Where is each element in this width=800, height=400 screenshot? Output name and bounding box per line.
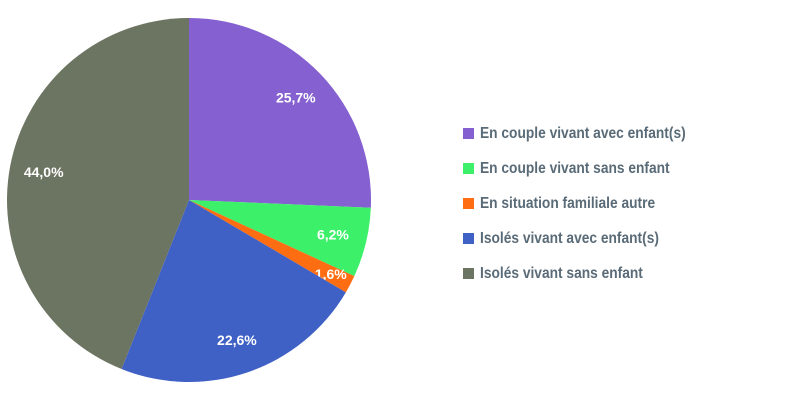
slice-value-label: 1,6%: [315, 266, 347, 282]
chart-legend: En couple vivant avec enfant(s) En couple…: [463, 122, 719, 297]
legend-swatch: [463, 233, 474, 244]
legend-swatch: [463, 198, 474, 209]
pie-slice: [121, 200, 346, 382]
pie-slice: [189, 200, 371, 277]
legend-item: En couple vivant avec enfant(s): [463, 122, 719, 145]
legend-item: En couple vivant sans enfant: [463, 157, 719, 180]
slice-value-label: 25,7%: [276, 90, 316, 106]
pie-slice: [7, 18, 189, 370]
legend-item: Isolés vivant sans enfant: [463, 262, 719, 285]
pie-slice: [189, 18, 372, 208]
legend-item: En situation familiale autre: [463, 192, 719, 215]
legend-label: En couple vivant avec enfant(s): [480, 124, 686, 142]
legend-item: Isolés vivant avec enfant(s): [463, 227, 719, 250]
legend-label: En situation familiale autre: [480, 194, 656, 212]
legend-swatch: [463, 268, 474, 279]
pie-slice: [189, 200, 355, 293]
slice-value-label: 6,2%: [317, 227, 349, 243]
slice-value-label: 44,0%: [24, 164, 64, 180]
legend-label: Isolés vivant avec enfant(s): [480, 229, 659, 247]
slice-value-label: 22,6%: [217, 332, 257, 348]
legend-label: Isolés vivant sans enfant: [480, 264, 643, 282]
legend-swatch: [463, 163, 474, 174]
legend-swatch: [463, 128, 474, 139]
legend-label: En couple vivant sans enfant: [480, 159, 670, 177]
